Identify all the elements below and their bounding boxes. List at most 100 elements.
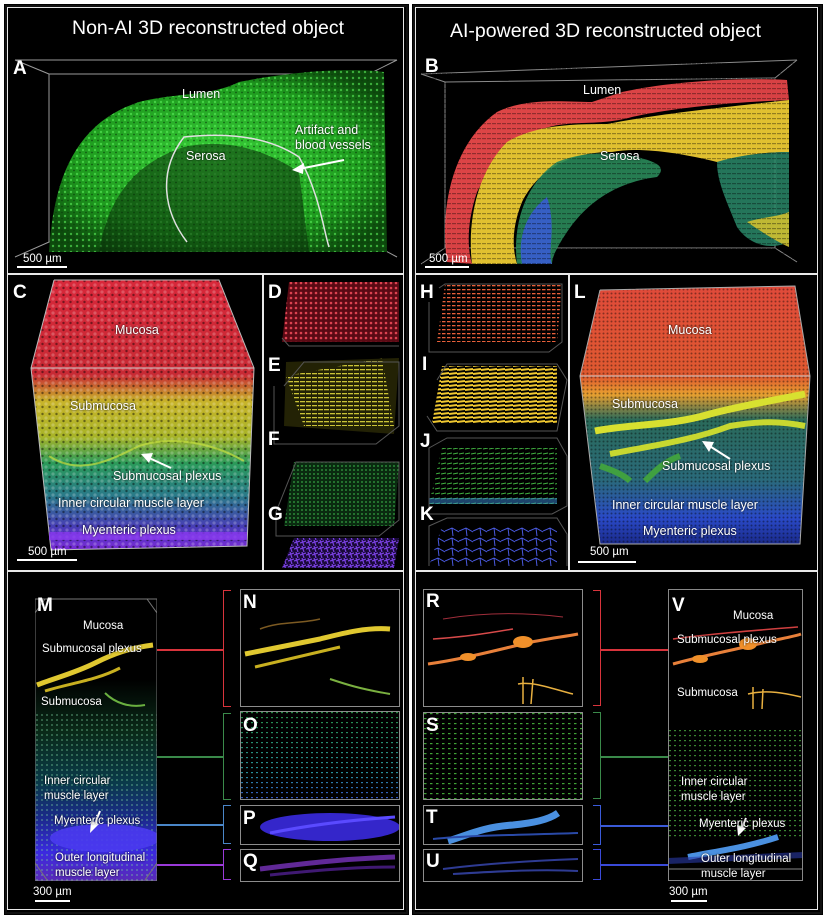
panel-b-image — [417, 52, 817, 272]
panel-k-letter: K — [420, 504, 434, 525]
connector-r — [600, 649, 668, 651]
connector-n — [157, 649, 223, 651]
right-column-border — [415, 7, 818, 910]
panel-b-serosa-label: Serosa — [600, 149, 640, 163]
panel-u-letter: U — [426, 851, 440, 872]
panel-i-letter: I — [422, 354, 428, 375]
panel-b-scale-label: 500 µm — [429, 253, 468, 265]
connector-s — [600, 756, 668, 758]
panel-a-scale-bar — [17, 266, 67, 268]
panel-a-image — [9, 52, 403, 272]
panel-l-mucosa-label: Mucosa — [668, 323, 712, 337]
panel-q-frame — [240, 849, 400, 882]
connector-t — [600, 825, 668, 827]
panel-c-submucosa-label: Submucosa — [70, 399, 137, 413]
panel-v-myenteric-label: Myenteric plexus — [699, 818, 786, 830]
right-column-title: AI-powered 3D reconstructed object — [450, 20, 762, 42]
panel-v-scale-bar — [671, 900, 707, 902]
panel-p-image — [240, 805, 400, 845]
panel-c-letter: C — [13, 282, 27, 303]
panel-m-outer-long-label-2: muscle layer — [55, 867, 120, 879]
panel-t-frame — [423, 805, 583, 845]
connector-o — [157, 756, 223, 758]
panel-n-letter: N — [243, 592, 257, 613]
connector-q — [157, 864, 223, 866]
panel-o-frame — [240, 711, 400, 800]
panel-q-image — [240, 849, 400, 882]
panel-l-inner-circular-label: Inner circular muscle layer — [612, 498, 758, 512]
panel-u-image — [423, 849, 583, 882]
panel-b-lumen-label: Lumen — [583, 83, 622, 97]
panel-c-image — [9, 276, 262, 569]
panel-v-outer-long-label-2: muscle layer — [701, 868, 766, 880]
panel-r-frame — [423, 589, 583, 707]
panel-m-outer-long-label-1: Outer longitudinal — [55, 852, 146, 864]
panel-l-myenteric-label: Myenteric plexus — [643, 524, 737, 538]
panel-l-submucosal-plexus-label: Submucosal plexus — [662, 459, 771, 473]
panel-n-frame — [240, 589, 400, 707]
panel-a-artifact-label-2: blood vessels — [295, 138, 371, 152]
panel-a-artifact-label-1: Artifact and — [295, 123, 359, 137]
panel-hl-divider — [568, 275, 570, 570]
panel-p-letter: P — [243, 808, 256, 829]
panel-c-inner-circular-label: Inner circular muscle layer — [58, 496, 204, 510]
panel-s-image — [423, 712, 583, 800]
connector-p — [157, 824, 223, 826]
panel-v-submucosa-label: Submucosa — [677, 687, 738, 699]
panel-j-letter: J — [420, 431, 431, 452]
panel-v-submucosal-plexus-label: Submucosal plexus — [677, 634, 777, 646]
panel-b-scale-bar — [425, 266, 469, 268]
panel-o-image — [240, 711, 400, 800]
panel-v-inner-circular-label-2: muscle layer — [681, 791, 746, 803]
panel-b-letter: B — [425, 56, 439, 77]
panel-m-scale-label: 300 µm — [33, 886, 72, 898]
panel-f-letter: F — [268, 429, 280, 450]
panel-a-lumen-label: Lumen — [182, 87, 221, 101]
panel-t-letter: T — [426, 807, 438, 828]
right-row2-divider — [415, 570, 818, 572]
panel-l-letter: L — [574, 282, 586, 303]
panel-m-scale-bar — [35, 900, 70, 902]
panel-l-submucosa-label: Submucosa — [612, 397, 679, 411]
panel-l-image — [570, 276, 817, 569]
panel-m-submucosal-plexus-label: Submucosal plexus — [42, 643, 142, 655]
panel-r-letter: R — [426, 591, 440, 612]
panel-h-letter: H — [420, 282, 434, 303]
panel-r-image — [423, 589, 583, 707]
bracket-s — [593, 712, 601, 799]
panel-m-myenteric-label: Myenteric plexus — [54, 815, 141, 827]
left-column-border — [7, 7, 404, 910]
panel-c-submucosal-plexus-label: Submucosal plexus — [113, 469, 222, 483]
right-row1-divider — [415, 273, 818, 275]
panel-s-frame — [423, 712, 583, 800]
panel-a-scale-label: 500 µm — [23, 253, 62, 265]
connector-u — [600, 864, 668, 866]
panel-d-image — [264, 276, 404, 569]
panel-hijk-image — [417, 276, 568, 569]
panel-a-serosa-label: Serosa — [186, 149, 226, 163]
panel-m-image — [35, 593, 157, 881]
panel-u-frame — [423, 849, 583, 882]
panel-o-letter: O — [243, 715, 258, 736]
panel-a-letter: A — [13, 58, 27, 79]
panel-v-inner-circular-label-1: Inner circular — [681, 776, 748, 788]
panel-l-scale-bar — [578, 561, 636, 563]
bracket-q — [223, 849, 231, 880]
panel-m-letter: M — [37, 595, 53, 616]
panel-q-letter: Q — [243, 851, 258, 872]
panel-cd-divider — [262, 275, 264, 570]
bracket-n — [223, 590, 231, 707]
panel-g-letter: G — [268, 504, 283, 525]
panel-c-scale-bar — [17, 559, 77, 561]
panel-n-image — [240, 589, 400, 707]
panel-s-letter: S — [426, 715, 439, 736]
panel-p-frame — [240, 805, 400, 845]
panel-e-letter: E — [268, 355, 281, 376]
panel-m-inner-circular-label-2: muscle layer — [44, 790, 109, 802]
panel-m-mucosa-label: Mucosa — [83, 620, 124, 632]
panel-v-mucosa-label: Mucosa — [733, 610, 774, 622]
panel-v-outer-long-label-1: Outer longitudinal — [701, 853, 792, 865]
left-row2-divider — [7, 570, 404, 572]
panel-c-mucosa-label: Mucosa — [115, 323, 159, 337]
panel-v-image — [668, 589, 803, 881]
